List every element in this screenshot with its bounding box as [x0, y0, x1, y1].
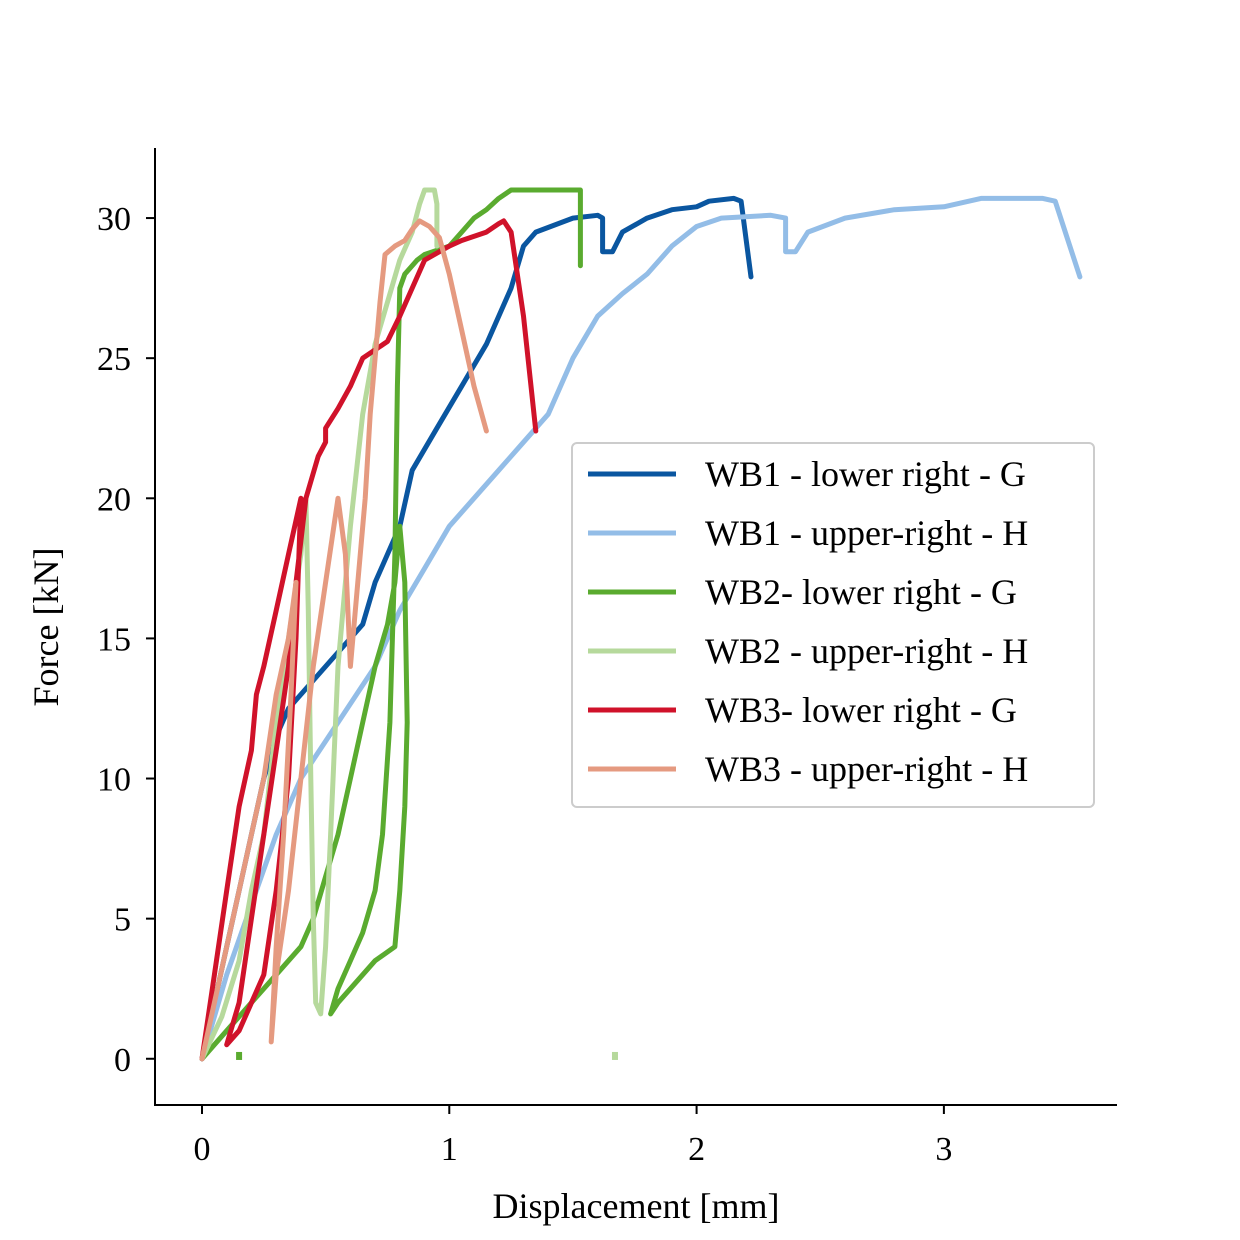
- x-tick-label: 2: [688, 1131, 705, 1168]
- y-tick-label: 25: [97, 341, 131, 378]
- legend-label: WB3 - upper-right - H: [705, 749, 1028, 789]
- y-tick-label: 0: [114, 1042, 131, 1079]
- stray-point-2: [611, 1051, 618, 1060]
- axes-layer: [154, 148, 1117, 1106]
- stray-point-1: [236, 1051, 243, 1060]
- y-axis-label: Force [kN]: [26, 548, 66, 707]
- series-layer: [199, 187, 1083, 1062]
- y-tick-label: 10: [97, 762, 131, 799]
- legend-frame: [571, 442, 1095, 808]
- legend-label: WB3- lower right - G: [705, 690, 1017, 730]
- legend-label: WB2- lower right - G: [705, 572, 1017, 612]
- legend-label: WB1 - lower right - G: [705, 454, 1026, 494]
- series-line-3: [199, 187, 583, 1062]
- legend-label: WB2 - upper-right - H: [705, 631, 1028, 671]
- x-axis-label: Displacement [mm]: [493, 1186, 780, 1226]
- legend: WB1 - lower right - G WB1 - upper-right -…: [571, 442, 1095, 808]
- y-tick-label: 20: [97, 481, 131, 518]
- x-tick-label: 0: [193, 1131, 210, 1168]
- series-line-2: [199, 195, 1083, 1062]
- series-line-6: [199, 218, 489, 1062]
- y-tick-label: 5: [114, 902, 131, 939]
- y-tick-label: 15: [97, 621, 131, 658]
- legend-label: WB1 - upper-right - H: [705, 513, 1028, 553]
- x-tick-label: 3: [935, 1131, 952, 1168]
- x-tick-label: 1: [441, 1131, 458, 1168]
- y-tick-label: 30: [97, 201, 131, 238]
